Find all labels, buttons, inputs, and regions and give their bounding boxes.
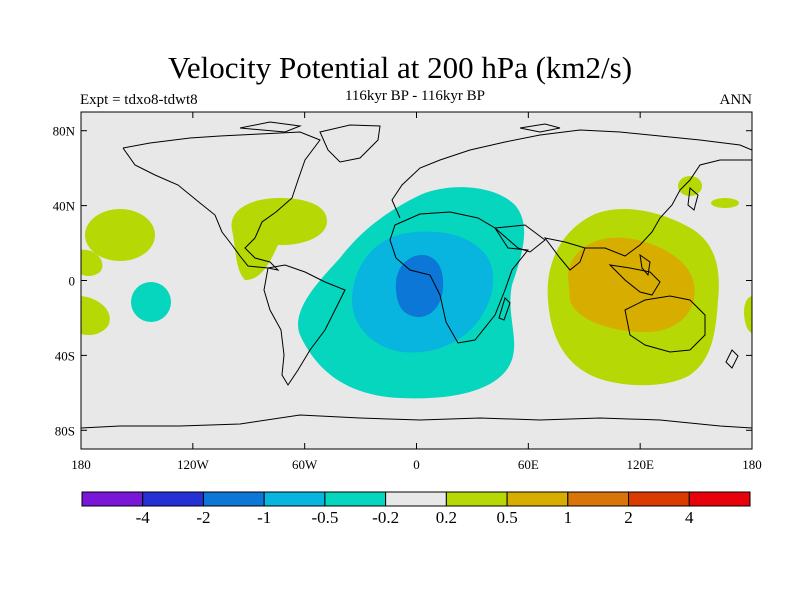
contour-plus-0.2-west-edge [81, 249, 103, 276]
y-tick-label: 80N [53, 124, 76, 139]
colorbar-label: -4 [136, 508, 151, 527]
experiment-label: Expt = tdxo8-tdwt8 [80, 92, 198, 108]
colorbar-label: 0.5 [496, 508, 517, 527]
colorbar-swatch [81, 491, 144, 507]
contour-plus-0.2-japan [678, 176, 702, 196]
contour-plus-0.2-north-pacific [711, 198, 739, 208]
x-tick-label: 0 [413, 457, 420, 472]
figure-title: Velocity Potential at 200 hPa (km2/s) [167, 50, 633, 85]
x-tick-label: 60W [292, 457, 318, 472]
x-tick-label: 120E [626, 457, 654, 472]
colorbar-label: -1 [257, 508, 271, 527]
colorbar: -4 -2 -1 -0.5 -0.2 0.2 0.5 1 2 4 [81, 491, 751, 527]
figure-subtitle: 116kyr BP - 116kyr BP [344, 88, 485, 104]
contour-plus-0.2-pacific-north [85, 209, 155, 261]
colorbar-swatch [324, 491, 387, 507]
colorbar-label: 0.2 [436, 508, 457, 527]
contour-plus-0.2-east-edge [744, 296, 752, 333]
y-tick-label: 40N [53, 199, 76, 214]
y-tick-label: 80S [55, 423, 75, 438]
colorbar-swatch [263, 491, 326, 507]
colorbar-swatch [445, 491, 508, 507]
colorbar-swatch [567, 491, 630, 507]
axis-ticks: 180 120W 60W 0 60E 120E 180 80N 40N 0 40S 80S [53, 112, 762, 472]
y-tick-label: 40S [55, 348, 75, 363]
contour-minus-1 [395, 254, 444, 318]
colorbar-swatch [385, 491, 447, 507]
colorbar-label: -0.2 [372, 508, 399, 527]
contour-plus-0.2-west-edge-south [81, 296, 110, 336]
y-tick-label: 0 [69, 274, 76, 289]
colorbar-label: -0.5 [311, 508, 338, 527]
contour-plus-0.2-north-america [231, 198, 328, 280]
x-tick-label: 180 [742, 457, 762, 472]
x-tick-label: 120W [177, 457, 210, 472]
x-tick-label: 60E [518, 457, 539, 472]
colorbar-swatch [142, 491, 204, 507]
coastline-layer [81, 121, 752, 429]
colorbar-swatch [628, 491, 690, 507]
colorbar-label: 4 [685, 508, 694, 527]
colorbar-swatch [202, 491, 265, 507]
colorbar-label: 1 [564, 508, 573, 527]
contour-minus-0.2-pacific [131, 282, 171, 322]
colorbar-label: 2 [624, 508, 633, 527]
colorbar-label: -2 [196, 508, 210, 527]
season-label: ANN [719, 92, 753, 108]
colorbar-swatch [506, 491, 569, 507]
colorbar-swatch [688, 491, 751, 507]
x-tick-label: 180 [71, 457, 91, 472]
contour-fill-layer [81, 176, 752, 399]
